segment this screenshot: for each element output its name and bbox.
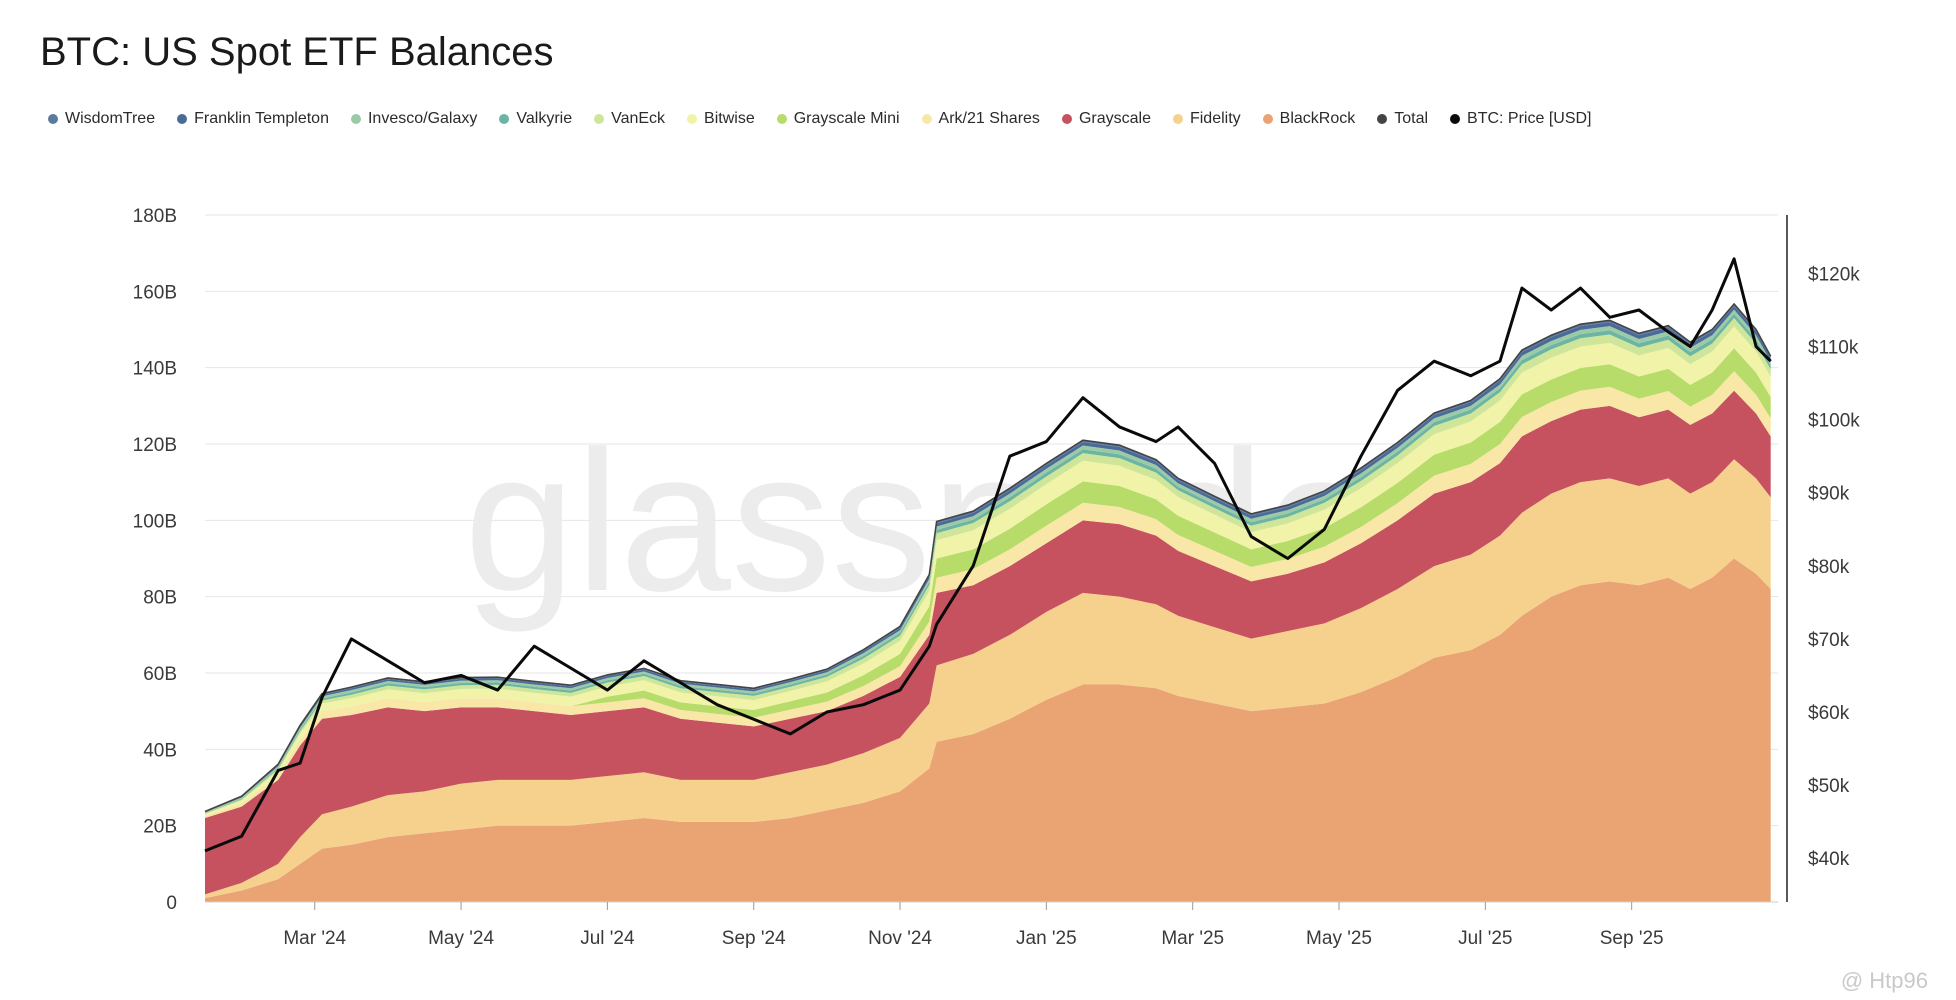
x-tick-label: Jul '25 [1458, 928, 1512, 949]
legend-item[interactable]: Bitwise [687, 110, 755, 128]
y-right-tick-label: $90k [1808, 484, 1850, 505]
y-left-tick-label: 80B [143, 588, 177, 609]
legend-label: VanEck [611, 110, 666, 127]
y-left-tick-label: 0 [166, 893, 177, 914]
legend-swatch [48, 114, 58, 124]
x-tick-label: Sep '25 [1600, 928, 1664, 949]
legend-label: Bitwise [704, 110, 755, 127]
legend-item[interactable]: Fidelity [1172, 110, 1241, 128]
area-bitwise [205, 326, 1771, 817]
area-fidelity [205, 459, 1771, 899]
y-right-tick-label: $40k [1808, 849, 1850, 870]
legend: WisdomTree Franklin Templeton Invesco/Gala… [48, 110, 1614, 128]
y-left-tick-label: 180B [133, 206, 177, 227]
legend-item[interactable]: BTC: Price [USD] [1450, 110, 1592, 128]
y-left-tick-label: 60B [143, 664, 177, 685]
y-left-tick-label: 20B [143, 817, 177, 838]
legend-swatch [1061, 114, 1072, 124]
x-tick-label: Jan '25 [1016, 928, 1077, 949]
legend-swatch [594, 114, 605, 124]
legend-label: BTC: Price [USD] [1467, 110, 1592, 127]
y-right-tick-label: $50k [1808, 776, 1850, 797]
legend-swatch [1172, 114, 1183, 124]
legend-item[interactable]: Valkyrie [499, 110, 572, 128]
y-left-tick-label: 100B [133, 511, 177, 532]
legend-label: Invesco/Galaxy [367, 110, 478, 127]
legend-swatch [687, 114, 698, 124]
legend-item[interactable]: Franklin Templeton [177, 110, 329, 128]
legend-item[interactable]: BlackRock [1262, 110, 1356, 128]
legend-label: Franklin Templeton [194, 110, 329, 127]
legend-label: Total [1394, 110, 1429, 127]
area-grayscale [205, 390, 1771, 895]
legend-swatch [1262, 114, 1273, 124]
legend-swatch [350, 114, 361, 124]
legend-item[interactable]: VanEck [594, 110, 665, 128]
legend-item[interactable]: Grayscale [1061, 110, 1151, 128]
legend-label: Ark/21 Shares [938, 110, 1040, 127]
x-tick-label: May '25 [1306, 928, 1372, 949]
x-tick-label: Nov '24 [868, 928, 932, 949]
y-left-tick-label: 160B [133, 282, 177, 303]
legend-swatch [177, 114, 188, 124]
price-lines [204, 257, 1772, 853]
y-right-tick-label: $120k [1808, 264, 1860, 285]
x-tick-label: May '24 [428, 928, 494, 949]
x-tick-label: Sep '24 [722, 928, 786, 949]
legend-label: Grayscale Mini [793, 110, 900, 127]
legend-item[interactable]: WisdomTree [48, 110, 155, 128]
chart-title: BTC: US Spot ETF Balances [40, 30, 554, 74]
legend-item[interactable]: Ark/21 Shares [921, 110, 1040, 128]
y-right-tick-label: $80k [1808, 557, 1850, 578]
legend-label: Fidelity [1189, 110, 1241, 127]
legend-item[interactable]: Total [1377, 110, 1428, 128]
y-left-tick-label: 120B [133, 435, 177, 456]
legend-item[interactable]: Grayscale Mini [776, 110, 900, 128]
area-ark-21-shares [205, 371, 1771, 819]
legend-swatch [1377, 114, 1388, 124]
legend-swatch [776, 114, 787, 124]
x-tick-label: Mar '24 [283, 928, 346, 949]
legend-item[interactable]: Invesco/Galaxy [350, 110, 478, 128]
btc-price-line [204, 257, 1772, 853]
x-tick-label: Jul '24 [580, 928, 635, 949]
legend-label: WisdomTree [65, 110, 156, 127]
legend-label: Grayscale [1078, 110, 1151, 127]
credit-text: @ Htp96 [1840, 968, 1928, 993]
y-right-tick-label: $110k [1808, 338, 1859, 359]
y-right-tick-label: $100k [1808, 411, 1860, 432]
legend-label: BlackRock [1279, 110, 1356, 127]
legend-label: Valkyrie [516, 110, 573, 127]
y-right-tick-label: $70k [1808, 630, 1850, 651]
x-tick-label: Mar '25 [1161, 928, 1224, 949]
legend-swatch [921, 114, 932, 124]
y-left-tick-label: 40B [143, 740, 177, 761]
y-left-tick-label: 140B [133, 359, 177, 380]
axes: 0 20B 40B 60B 80B 100B 120B 140B 160B 180B $40k $50… [133, 206, 1861, 949]
area-blackrock [205, 558, 1771, 902]
legend-swatch [499, 114, 510, 124]
legend-swatch [1450, 114, 1461, 124]
y-right-tick-label: $60k [1808, 703, 1850, 724]
stacked-areas [205, 303, 1771, 902]
